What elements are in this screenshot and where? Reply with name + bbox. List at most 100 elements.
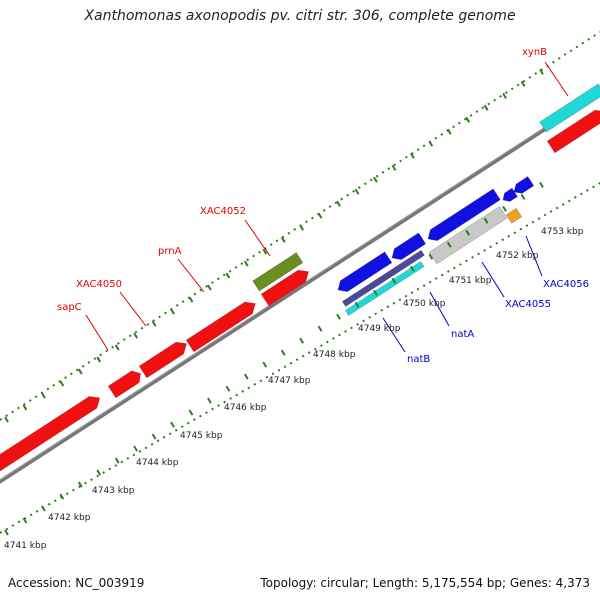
leader-line: [85, 314, 109, 351]
scale-label: 4744 kbp: [136, 458, 179, 468]
scale-label: 4749 kbp: [358, 324, 401, 334]
top-major-tick: [96, 356, 102, 363]
bottom-major-tick: [77, 481, 83, 488]
bottom-major-tick: [207, 397, 212, 404]
bottom-major-tick: [59, 493, 65, 500]
gene-XAC4052: [252, 252, 304, 292]
gene-XAC4056: [505, 207, 523, 224]
bottom-major-tick: [22, 517, 28, 524]
top-major-tick: [446, 128, 452, 135]
label-XAC4055[interactable]: XAC4055: [505, 299, 551, 310]
bottom-major-tick: [446, 241, 452, 248]
top-major-tick: [262, 248, 268, 255]
diagram-title: Xanthomonas axonopodis pv. citri str. 30…: [84, 8, 516, 24]
scale-label: 4752 kbp: [496, 251, 539, 261]
leader-line: [525, 235, 543, 277]
label-XAC4056[interactable]: XAC4056: [543, 279, 589, 290]
top-major-tick: [520, 80, 526, 87]
gene-natA: [427, 188, 501, 241]
top-major-tick: [354, 188, 360, 195]
gene-small-blue2: [513, 176, 535, 194]
gene-natB-cyan: [344, 261, 425, 316]
bottom-major-tick: [520, 193, 526, 200]
label-XAC4050[interactable]: XAC4050: [76, 279, 122, 290]
bottom-major-tick: [373, 289, 378, 296]
top-major-tick: [502, 92, 507, 99]
top-major-tick: [77, 368, 83, 375]
bottom-major-tick: [4, 529, 9, 536]
bottom-major-tick: [428, 253, 434, 260]
leader-line: [481, 261, 505, 298]
top-major-tick: [4, 416, 9, 423]
scale-label: 4742 kbp: [48, 513, 91, 523]
bottom-major-tick: [280, 349, 286, 356]
gene-xynB: [539, 83, 600, 133]
leader-line: [544, 61, 569, 97]
top-major-tick: [207, 284, 212, 291]
label-prnA[interactable]: prnA: [158, 246, 182, 257]
gene-XAC4052-red: [260, 269, 309, 307]
top-major-tick: [22, 404, 28, 411]
bottom-major-tick: [391, 277, 397, 284]
label-xynB[interactable]: xynB: [522, 47, 547, 58]
label-XAC4052[interactable]: XAC4052: [200, 206, 246, 217]
bottom-major-tick: [317, 325, 323, 332]
bottom-major-tick: [299, 337, 305, 344]
label-natB[interactable]: natB: [407, 354, 430, 365]
top-major-tick: [188, 296, 194, 303]
bottom-tick-track: [0, 182, 600, 534]
gene-small-blue: [502, 187, 518, 202]
scale-label: 4745 kbp: [180, 431, 223, 441]
bottom-major-tick: [188, 409, 194, 416]
gene-XAC4050b: [138, 341, 187, 379]
top-major-tick: [133, 332, 138, 339]
bottom-major-tick: [465, 229, 471, 236]
gene-natB-blue: [337, 251, 393, 292]
top-major-tick: [41, 392, 46, 399]
bottom-major-tick: [336, 313, 341, 320]
genome-summary-text: Topology: circular; Length: 5,175,554 bp…: [260, 576, 590, 590]
top-major-tick: [243, 260, 249, 267]
label-sapC[interactable]: sapC: [57, 302, 82, 313]
bottom-major-tick: [225, 385, 231, 392]
top-major-tick: [465, 116, 471, 123]
leader-line: [382, 317, 406, 353]
bottom-major-tick: [151, 433, 157, 440]
leader-line: [244, 219, 271, 257]
scale-label: 4747 kbp: [268, 376, 311, 386]
label-natA[interactable]: natA: [451, 329, 474, 340]
bottom-major-tick: [96, 469, 102, 476]
bottom-major-tick: [354, 301, 360, 308]
gene-natA-navy: [341, 249, 425, 307]
top-major-tick: [539, 68, 544, 75]
gene-xynB-red: [546, 109, 600, 154]
leader-line: [429, 291, 450, 327]
bottom-major-tick: [41, 505, 46, 512]
bottom-major-tick: [539, 181, 544, 188]
bottom-major-tick: [409, 265, 415, 272]
top-major-tick: [483, 104, 489, 111]
scale-label: 4748 kbp: [313, 350, 356, 360]
top-major-tick: [59, 380, 65, 387]
top-major-tick: [336, 200, 341, 207]
top-major-tick: [409, 152, 415, 159]
bottom-major-tick: [262, 361, 268, 368]
gene-natB-blue2: [391, 232, 427, 260]
top-major-tick: [225, 272, 231, 279]
leader-line: [177, 258, 205, 293]
scale-label: 4741 kbp: [4, 541, 47, 551]
top-major-tick: [299, 224, 305, 231]
top-major-tick: [317, 212, 323, 219]
scale-label: 4743 kbp: [92, 486, 135, 496]
gene-sapC: [0, 396, 101, 472]
scale-label: 4751 kbp: [449, 276, 492, 286]
top-major-tick: [151, 320, 157, 327]
bottom-major-tick: [170, 421, 175, 428]
bottom-major-tick: [243, 373, 249, 380]
bottom-major-tick: [502, 205, 507, 212]
scale-label: 4753 kbp: [541, 227, 584, 237]
top-major-tick: [373, 176, 378, 183]
scale-label: 4750 kbp: [403, 299, 446, 309]
bottom-major-tick: [133, 445, 138, 452]
